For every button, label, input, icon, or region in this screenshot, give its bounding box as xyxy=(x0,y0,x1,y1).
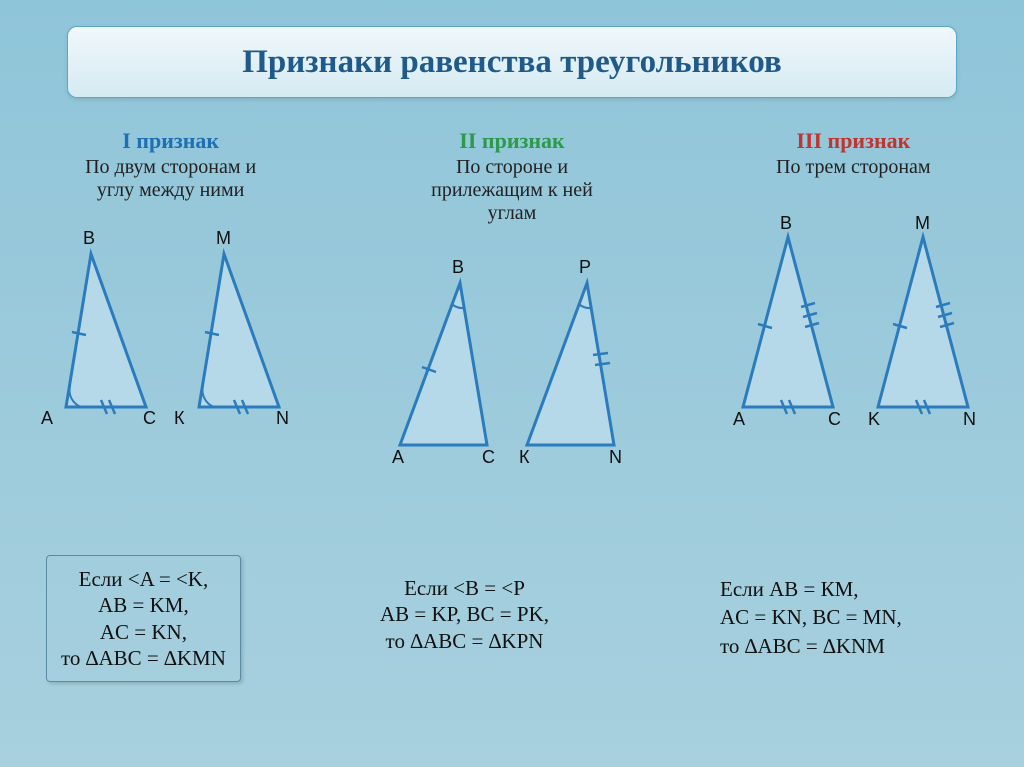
criterion-3-heading: III признак xyxy=(796,128,910,154)
criterion-1-condition: Если <A = <K, AB = KM, AC = KN, то ∆ABC … xyxy=(46,555,241,682)
criterion-2-condition: Если <B = <P AB = KP, BC = PK, то ∆ABC =… xyxy=(380,575,549,654)
columns-container: I признак По двум сторонам и углу между … xyxy=(0,128,1024,465)
criterion-3-condition: Если AB = КМ, AC = KN, BC = MN, то ∆ABC … xyxy=(720,575,902,660)
svg-text:C: C xyxy=(828,409,841,429)
svg-text:К: К xyxy=(519,447,530,465)
criterion-2-desc: По стороне и прилежащим к ней углам xyxy=(431,156,593,225)
svg-text:M: M xyxy=(216,228,231,248)
svg-text:B: B xyxy=(780,213,792,233)
svg-text:N: N xyxy=(609,447,622,465)
criterion-1-desc: По двум сторонам и углу между ними xyxy=(85,156,256,202)
svg-text:M: M xyxy=(915,213,930,233)
svg-text:A: A xyxy=(392,447,404,465)
criterion-3-diagram: A B C K M N xyxy=(693,207,1013,437)
svg-text:C: C xyxy=(482,447,495,465)
svg-text:N: N xyxy=(276,408,289,428)
svg-text:P: P xyxy=(579,257,591,277)
page-title: Признаки равенства треугольников xyxy=(242,44,781,81)
criterion-3-desc: По трем сторонам xyxy=(776,156,931,179)
criterion-2: II признак По стороне и прилежащим к ней… xyxy=(352,128,672,465)
criterion-3: III признак По трем сторонам A B C xyxy=(693,128,1013,465)
svg-text:B: B xyxy=(83,228,95,248)
criterion-1-diagram: A B C К M N xyxy=(11,212,331,442)
svg-text:N: N xyxy=(963,409,976,429)
svg-text:B: B xyxy=(452,257,464,277)
svg-text:A: A xyxy=(733,409,745,429)
criterion-1: I признак По двум сторонам и углу между … xyxy=(11,128,331,465)
svg-text:K: K xyxy=(868,409,880,429)
criterion-2-diagram: A B C К P N xyxy=(352,235,672,465)
title-bar: Признаки равенства треугольников xyxy=(67,26,957,98)
criterion-2-heading: II признак xyxy=(459,128,564,154)
svg-text:A: A xyxy=(41,408,53,428)
svg-text:C: C xyxy=(143,408,156,428)
svg-text:К: К xyxy=(174,408,185,428)
criterion-1-heading: I признак xyxy=(122,128,219,154)
